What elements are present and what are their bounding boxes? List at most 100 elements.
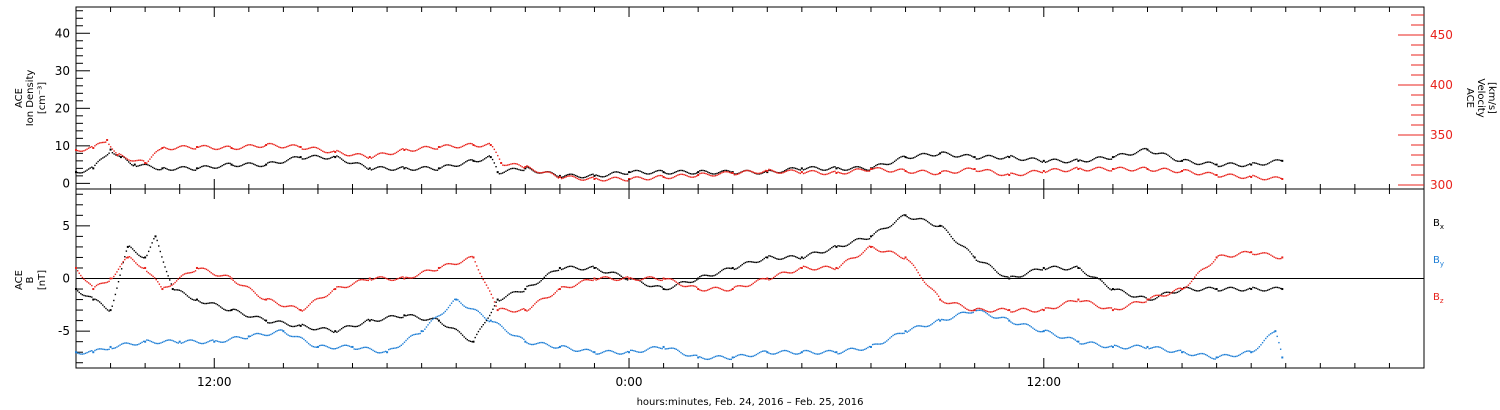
- bottom-series-0-dot-16-4: [503, 297, 505, 299]
- top-series-0-dot-27-6: [879, 163, 882, 165]
- bottom-series-0-dot-19-18: [622, 276, 624, 279]
- bottom-series-2-dot-33-5: [1120, 308, 1122, 311]
- bottom-series-0-dot-8-13: [251, 316, 253, 318]
- bottom-series-2-dot-9-17: [326, 294, 329, 297]
- bottom-series-2-dot-1-4: [98, 283, 101, 285]
- top-series-1-dot-18-11: [576, 177, 578, 180]
- bottom-series-2-dot-0-7: [86, 281, 88, 283]
- top-series-0-dot-7-12: [249, 162, 252, 164]
- bottom-series-0-dot-10-21: [333, 331, 335, 334]
- top-series-1-dot-17-8: [537, 171, 539, 174]
- bottom-series-1-dot-4-16: [204, 342, 206, 344]
- top-series-1-dot-34-3: [1117, 167, 1119, 169]
- bottom-series-1-dot-24-14: [892, 334, 894, 337]
- top-series-0-dot-26-10: [851, 167, 853, 169]
- legend-by: By: [1433, 255, 1444, 268]
- top-series-0-dot-23-18: [760, 172, 762, 175]
- top-series-0-dot-6-8: [208, 166, 211, 168]
- top-series-0-dot-34-14: [1134, 152, 1136, 155]
- bottom-series-0-dot-25-19: [831, 246, 833, 249]
- bottom-series-1-dot-3-12: [163, 340, 165, 343]
- bottom-series-1-dot-34-10: [1231, 355, 1234, 358]
- bottom-series-0-dot-5-7: [165, 270, 168, 273]
- bottom-series-1-dot-24-20: [901, 332, 904, 335]
- bottom-series-2-dot-37-8: [1263, 252, 1266, 254]
- top-series-1-dot-11-6: [378, 152, 381, 155]
- bottom-series-2-dot-18-10: [609, 277, 611, 279]
- top-series-1-dot-26-14: [857, 168, 860, 170]
- bottom-series-0-point-2: [109, 309, 112, 312]
- top-series-0-dot-7-6: [240, 165, 242, 167]
- bottom-series-2-dot-20-3: [667, 277, 670, 280]
- top-series-0-dot-32-13: [1063, 161, 1066, 164]
- bottom-series-2-dot-37-4: [1257, 253, 1259, 255]
- top-series-1-dot-0-4: [81, 150, 84, 152]
- top-series-1-dot-19-14: [615, 176, 618, 179]
- bottom-series-1-dot-7-9: [296, 335, 299, 338]
- top-series-0-dot-24-10: [782, 170, 784, 173]
- top-series-1-dot-26-3: [840, 172, 842, 174]
- top-series-1-dot-31-10: [1024, 173, 1026, 176]
- bottom-series-1-dot-35-5: [1258, 346, 1261, 348]
- bottom-series-1-dot-8-1: [318, 344, 321, 347]
- bottom-series-1-dot-3-18: [172, 340, 175, 342]
- top-series-0-dot-8-17: [292, 156, 294, 158]
- top-series-1-point-35: [1146, 168, 1149, 170]
- bottom-series-1-dot-21-8: [779, 351, 781, 353]
- top-series-0-dot-21-6: [672, 172, 674, 174]
- top-series-1-dot-0-1: [76, 149, 79, 152]
- bottom-series-0-dot-36-4: [1187, 286, 1190, 289]
- top-series-1-dot-28-15: [928, 171, 930, 174]
- bottom-series-0-dot-14-18: [466, 339, 469, 341]
- bottom-series-1-dot-20-7: [743, 354, 745, 356]
- bottom-series-0-dot-25-5: [809, 253, 811, 255]
- top-series-0-dot-31-3: [1013, 156, 1015, 158]
- bottom-series-1-dot-16-14: [615, 352, 618, 354]
- top-series-0-dot-12-16: [428, 167, 431, 169]
- bottom-series-2-dot-12-3: [408, 277, 410, 279]
- top-series-1-dot-17-1: [526, 165, 528, 167]
- bottom-series-1-dot-16-17: [620, 353, 622, 355]
- bottom-series-0-dot-18-6: [568, 265, 571, 268]
- top-series-0-dot-27-16: [895, 159, 897, 161]
- top-series-0-dot-10-12: [353, 162, 355, 164]
- bottom-series-1-dot-2-12: [128, 342, 131, 345]
- bottom-series-2-dot-8-1: [267, 298, 269, 300]
- bottom-series-1-dot-29-10: [1058, 337, 1061, 339]
- bottom-series-1-dot-4-17: [205, 341, 208, 344]
- top-series-1-point-11: [368, 156, 371, 158]
- bottom-series-2-dot-24-12: [820, 267, 822, 269]
- top-series-1-dot-34-17: [1139, 167, 1141, 169]
- bottom-series-1-dot-11-20: [452, 300, 454, 302]
- bottom-series-0-dot-24-18: [794, 256, 797, 258]
- bottom-series-1-dot-21-14: [788, 351, 791, 353]
- bottom-series-0-dot-24-20: [798, 257, 800, 259]
- bottom-series-0-dot-11-14: [356, 325, 359, 328]
- bottom-series-1-dot-6-14: [270, 333, 272, 336]
- bottom-series-1-dot-18-18: [691, 354, 693, 357]
- top-series-1-dot-30-5: [981, 169, 984, 172]
- bottom-series-2-dot-28-6: [948, 302, 951, 305]
- top-series-0-dot-7-20: [262, 165, 264, 167]
- bottom-series-1-dot-17-3: [633, 350, 635, 352]
- top-series-1-dot-38-6: [1260, 178, 1262, 180]
- top-series-1-dot-19-10: [609, 177, 611, 180]
- bottom-series-1-dot-33-21: [1214, 358, 1216, 360]
- bottom-series-0-dot-15-13: [493, 305, 496, 307]
- bottom-series-1-dot-4-11: [196, 341, 198, 343]
- top-series-0-point-0: [75, 171, 77, 174]
- top-series-1-dot-27-19: [900, 168, 902, 170]
- bottom-series-1-dot-26-9: [953, 316, 956, 318]
- bottom-series-1-dot-23-13: [856, 348, 858, 351]
- top-series-1-dot-17-4: [531, 168, 533, 170]
- top-series-0-dot-11-10: [384, 167, 387, 169]
- top-series-0-dot-4-5: [142, 163, 144, 166]
- bottom-series-1-dot-27-7: [985, 311, 987, 314]
- bottom-series-1-dot-32-13: [1167, 351, 1169, 353]
- bottom-series-2-dot-20-6: [672, 279, 674, 281]
- bottom-series-0-dot-12-1: [370, 318, 373, 321]
- bottom-series-0-dot-23-8: [744, 261, 747, 264]
- top-series-0-dot-23-20: [763, 171, 765, 173]
- top-series-1-dot-10-1: [336, 149, 338, 152]
- bottom-series-1-dot-18-4: [669, 347, 671, 349]
